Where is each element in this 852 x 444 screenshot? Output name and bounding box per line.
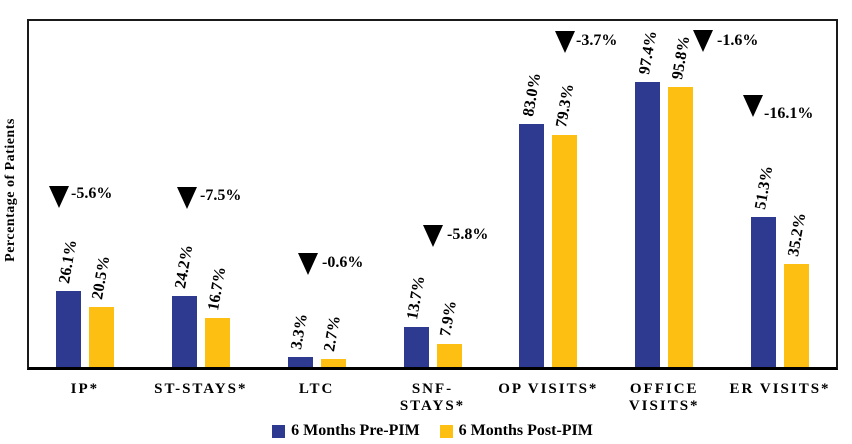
bar-pre-pim	[519, 124, 545, 367]
bar-post-pim	[88, 307, 114, 367]
decrease-triangle-icon	[743, 95, 763, 117]
change-label: -5.6%	[71, 185, 113, 202]
bar-pre-pim	[287, 357, 313, 367]
x-axis-category-label: ST-STAYS*	[154, 381, 248, 397]
legend-label-post-pim: 6 Months Post-PIM	[458, 422, 593, 439]
legend: 6 Months Pre-PIM 6 Months Post-PIM	[27, 421, 838, 441]
decrease-triangle-icon	[49, 186, 69, 208]
decrease-triangle-icon	[555, 31, 575, 53]
bar-post-pim	[320, 359, 346, 367]
bar-post-pim	[436, 344, 462, 367]
bar-pre-pim	[751, 217, 777, 367]
legend-swatch-pre-pim-icon	[272, 424, 286, 438]
decrease-triangle-icon	[423, 225, 443, 247]
bar-pre-pim	[635, 82, 661, 367]
decrease-triangle-icon	[298, 253, 318, 275]
decrease-triangle-icon	[177, 187, 197, 209]
bar-post-pim	[204, 318, 230, 367]
change-label: -16.1%	[764, 105, 814, 122]
legend-item-post-pim: 6 Months Post-PIM	[439, 422, 593, 440]
x-axis-category-label: OFFICE VISITS*	[628, 381, 700, 414]
bar-pre-pim	[403, 327, 429, 367]
x-axis-category-label: SNF- STAYS*	[399, 381, 466, 414]
bar-pre-pim	[171, 296, 197, 367]
change-label: -7.5%	[200, 187, 242, 204]
change-label: -5.8%	[447, 226, 489, 243]
change-label: -0.6%	[322, 254, 364, 271]
y-axis-title: Percentage of Patients	[3, 118, 18, 262]
plot-area	[27, 19, 838, 370]
x-axis-category-label: IP*	[70, 381, 100, 397]
x-axis-category-label: OP VISITS*	[498, 381, 599, 397]
bar-post-pim	[784, 264, 810, 367]
bar-post-pim	[668, 87, 694, 367]
legend-label-pre-pim: 6 Months Pre-PIM	[291, 422, 420, 439]
legend-swatch-post-pim-icon	[439, 424, 453, 438]
decrease-triangle-icon	[693, 30, 713, 52]
change-label: -1.6%	[717, 32, 759, 49]
x-axis-category-label: LTC	[298, 381, 335, 397]
change-label: -3.7%	[576, 32, 618, 49]
legend-item-pre-pim: 6 Months Pre-PIM	[272, 422, 420, 440]
bar-post-pim	[552, 135, 578, 367]
x-axis-category-label: ER VISITS*	[729, 381, 831, 397]
bar-pre-pim	[55, 291, 81, 367]
